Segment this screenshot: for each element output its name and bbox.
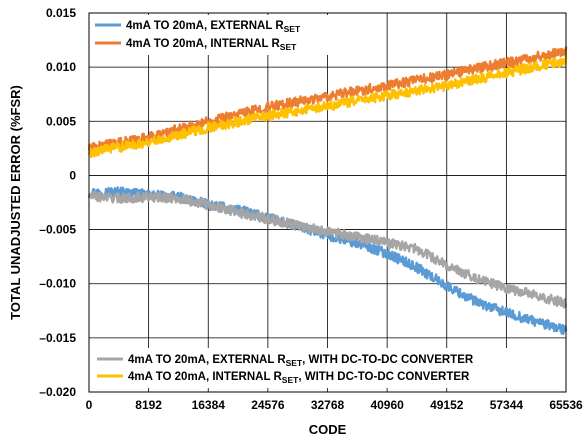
x-tick-label: 32768 [311, 398, 345, 412]
legend-label-main: 4mA TO 20mA, EXTERNAL R [128, 354, 286, 366]
legend-label-tail: , WITH DC-TO-DC CONVERTER [298, 371, 470, 383]
legend-label-3: 4mA TO 20mA, EXTERNAL RSET, WITH DC-TO-D… [128, 354, 474, 368]
y-tick-label: –0.020 [39, 385, 76, 399]
y-tick-label: –0.005 [39, 223, 76, 237]
x-tick-label: 65536 [549, 398, 583, 412]
x-tick-label: 0 [86, 398, 93, 412]
legend-bottom: 4mA TO 20mA, EXTERNAL RSET, WITH DC-TO-D… [92, 348, 532, 388]
legend-bottom-background [92, 348, 532, 388]
x-tick-label: 8192 [135, 398, 162, 412]
legend-label-main: 4mA TO 20mA, INTERNAL R [128, 371, 282, 383]
legend-label-subscript: SET [284, 24, 301, 34]
y-tick-label: 0.010 [46, 60, 76, 74]
x-axis-title: CODE [309, 422, 347, 437]
legend-label-subscript: SET [282, 375, 299, 385]
y-tick-label: 0.015 [46, 6, 76, 20]
y-tick-labels: –0.020 –0.015 –0.010 –0.005 0 0.005 0.010 0.015 [39, 6, 76, 399]
x-tick-label: 24576 [251, 398, 285, 412]
y-tick-label: –0.010 [39, 277, 76, 291]
legend-top-background [92, 15, 347, 55]
y-tick-label: 0 [69, 168, 76, 182]
x-tick-label: 16384 [192, 398, 226, 412]
y-tick-label: –0.015 [39, 331, 76, 345]
series-line-4 [87, 55, 568, 159]
legend-label-2: 4mA TO 20mA, INTERNAL RSET [126, 38, 297, 52]
legend-label-main: 4mA TO 20mA, INTERNAL R [126, 38, 280, 50]
plot-frame [88, 12, 567, 393]
x-tick-label: 57344 [490, 398, 524, 412]
legend-label-subscript: SET [286, 358, 303, 368]
series-layer [87, 46, 568, 335]
y-tick-label: 0.005 [46, 114, 76, 128]
x-tick-labels: 0 8192 16384 24576 32768 40960 49152 57344 65536 [86, 398, 583, 412]
legend-label-main: 4mA TO 20mA, EXTERNAL R [126, 20, 284, 32]
x-tick-label: 40960 [370, 398, 404, 412]
x-tick-label: 49152 [430, 398, 464, 412]
y-axis-title: TOTAL UNADJUSTED ERROR (%FSR) [8, 85, 23, 320]
legend-label-tail: , WITH DC-TO-DC CONVERTER [302, 354, 474, 366]
series-line-3 [87, 190, 568, 309]
legend-label-4: 4mA TO 20mA, INTERNAL RSET, WITH DC-TO-D… [128, 371, 470, 385]
legend-label-1: 4mA TO 20mA, EXTERNAL RSET [126, 20, 301, 34]
legend-label-subscript: SET [280, 42, 297, 52]
